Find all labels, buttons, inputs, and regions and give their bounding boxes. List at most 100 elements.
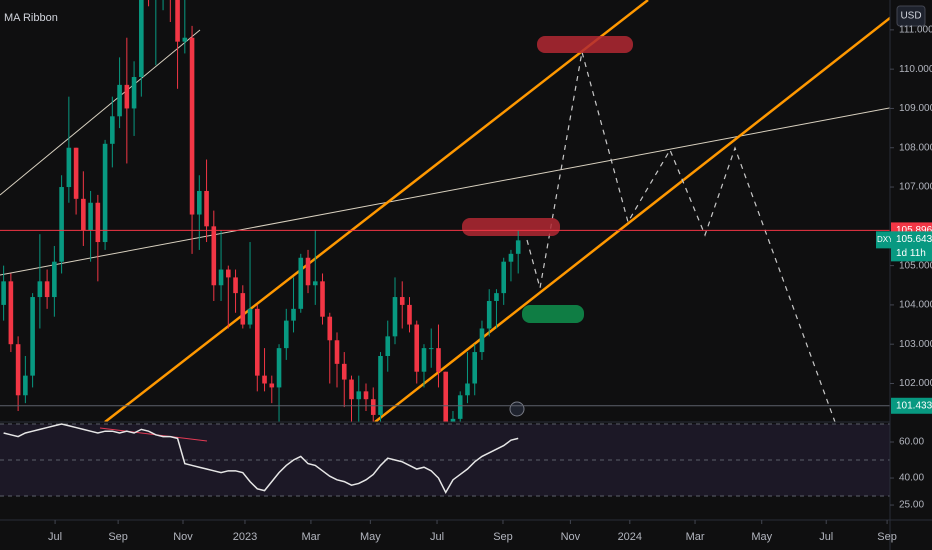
candle-body <box>320 281 325 317</box>
highlight-marker <box>522 305 584 323</box>
candle-body <box>370 399 376 415</box>
x-tick-label: May <box>360 531 381 543</box>
x-tick-label: 2023 <box>233 531 257 543</box>
candle-body <box>66 147 72 188</box>
price-label: 105.896 <box>896 225 932 236</box>
candle-body <box>327 316 333 341</box>
candle-body <box>450 418 456 422</box>
candle-body <box>515 240 521 254</box>
x-tick-label: Sep <box>877 531 897 543</box>
candle-body <box>298 257 304 309</box>
candle-body <box>131 77 137 109</box>
candle-body <box>428 348 434 350</box>
candle-body <box>110 116 115 144</box>
candle-body <box>95 202 101 243</box>
y-tick-label: 40.00 <box>899 473 924 484</box>
currency-label[interactable]: USD <box>900 11 921 22</box>
x-tick-label: May <box>751 531 772 543</box>
candle-body <box>494 293 499 301</box>
highlight-marker <box>462 218 560 236</box>
y-tick-label: 102.000 <box>899 378 932 389</box>
candle-body <box>254 308 260 376</box>
candle-body <box>262 375 267 384</box>
candle-body <box>276 348 282 388</box>
candle-body <box>479 328 485 353</box>
candle-body <box>197 190 202 215</box>
candle-body <box>124 84 130 109</box>
candle-body <box>501 261 507 294</box>
y-tick-label: 60.00 <box>899 437 924 448</box>
candle-body <box>378 355 383 415</box>
candle-body <box>218 269 224 286</box>
candle-body <box>486 300 492 329</box>
candle-body <box>356 391 362 400</box>
candle-body <box>225 269 231 278</box>
last-price-label: 105.643 <box>896 234 932 245</box>
x-tick-label: Mar <box>301 531 320 543</box>
y-tick-label: 107.000 <box>899 182 932 193</box>
candle-body <box>73 147 79 199</box>
x-tick-label: Jul <box>819 531 833 543</box>
y-tick-label: 111.000 <box>899 25 932 36</box>
channel-line <box>374 16 890 422</box>
candle-body <box>385 336 391 356</box>
rsi-pane <box>0 423 890 497</box>
event-icon[interactable] <box>509 401 525 417</box>
y-tick-label: 109.000 <box>899 103 932 114</box>
price-pane <box>0 0 890 422</box>
candle-body <box>182 37 188 42</box>
candle-body <box>349 379 354 400</box>
currency-button[interactable] <box>896 5 926 27</box>
candle-body <box>59 187 64 262</box>
candle-body <box>139 0 144 78</box>
x-tick-label: Jul <box>48 531 62 543</box>
candle-body <box>37 281 43 298</box>
symbol-box <box>876 231 891 249</box>
candle-body <box>341 363 347 380</box>
rsi-trendline <box>99 427 208 442</box>
candle-body <box>414 324 420 372</box>
candle-body <box>175 0 180 42</box>
candle-body <box>407 304 412 325</box>
countdown-label: 1d 11h <box>896 248 926 259</box>
price-label-box <box>891 397 932 414</box>
candle-body <box>291 308 296 321</box>
candle-body <box>363 391 369 400</box>
x-tick-label: Nov <box>561 531 581 543</box>
x-tick-label: 2024 <box>618 531 642 543</box>
indicator-label: MA Ribbon <box>4 12 58 24</box>
x-tick-label: Nov <box>173 531 193 543</box>
candle-body <box>204 190 209 227</box>
candle-body <box>233 277 238 294</box>
symbol-label: DXY <box>877 235 894 244</box>
candle-body <box>457 395 463 419</box>
y-tick-label: 105.000 <box>899 260 932 271</box>
candle-body <box>283 320 289 349</box>
candle-body <box>443 371 449 422</box>
x-tick-label: Jul <box>430 531 444 543</box>
candle-body <box>102 143 108 243</box>
channel-line <box>104 0 649 422</box>
candle-body <box>15 344 21 396</box>
candle-body <box>30 297 35 376</box>
candle-body <box>247 308 253 325</box>
candle-body <box>269 383 275 388</box>
candle-body <box>240 293 246 325</box>
candle-body <box>52 261 57 298</box>
trendline <box>0 107 890 276</box>
x-tick-label: Sep <box>108 531 128 543</box>
candle-body <box>211 226 217 286</box>
candle-body <box>117 84 122 117</box>
y-tick-label: 103.000 <box>899 339 932 350</box>
y-tick-label: 108.000 <box>899 142 932 153</box>
candle-body <box>305 257 311 286</box>
rsi-band <box>0 423 890 497</box>
candle-body <box>189 37 195 215</box>
candle-body <box>334 340 340 364</box>
candle-body <box>508 253 514 262</box>
y-tick-label: 110.000 <box>899 64 932 75</box>
candle-body <box>399 297 405 305</box>
candle-body <box>421 348 427 372</box>
projection-path <box>526 51 836 422</box>
